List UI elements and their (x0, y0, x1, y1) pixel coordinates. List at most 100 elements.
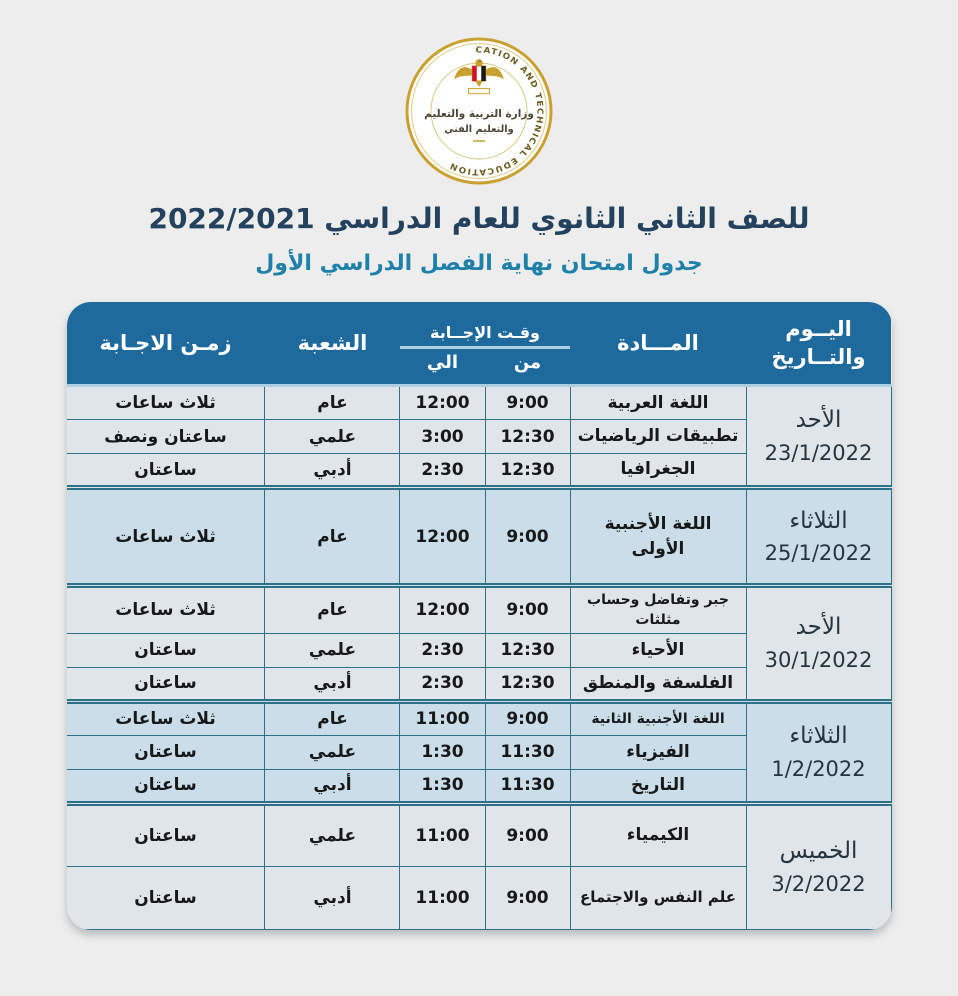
subject-cell: جبر وتفاضل وحساب مثلثات (569, 583, 747, 634)
duration-cell: ساعتان (66, 632, 266, 668)
day-name: الثلاثاء (789, 723, 848, 750)
day-date-cell: الثلاثاء 1/2/2022 (745, 698, 892, 804)
ministry-logo: MINISTRY OF EDUCATION AND TECHNICAL EDUC… (399, 28, 554, 186)
seal-arabic-line1: وزارة التربية والتعليم (424, 108, 534, 120)
day-name: الخميس (779, 838, 858, 865)
table-row: الأحد 23/1/2022 اللغة العربية 9:00 12:00… (66, 385, 892, 488)
header-day-line2: والتــاريخ (771, 345, 866, 369)
duration-cell: ساعتان (66, 734, 266, 770)
header-day-line1: اليــوم (785, 316, 852, 341)
time-from-cell: 9:00 (484, 698, 571, 736)
subject-cell: الأحياء (569, 632, 747, 668)
duration-cell: ساعتان ونصف (66, 419, 266, 454)
table-row: الثلاثاء 1/2/2022 اللغة الأجنبية الثانية… (66, 698, 892, 804)
time-from-cell: 9:00 (484, 865, 571, 930)
day-date-cell: الأحد 30/1/2022 (745, 583, 892, 702)
table-row: التاريخ 11:30 1:30 أدبي ساعتان (66, 768, 892, 804)
section-cell: أدبي (264, 865, 401, 930)
time-to-cell: 11:00 (399, 865, 486, 930)
duration-cell: ثلاث ساعات (66, 698, 266, 736)
header-answer-time: وقـت الإجــابة (399, 302, 570, 349)
table-row: الأحياء 12:30 2:30 علمي ساعتان (66, 632, 892, 668)
time-to-cell: 1:30 (399, 768, 486, 804)
time-from-cell: 9:00 (484, 385, 571, 420)
subject-cell: اللغة الأجنبية الأولى (569, 485, 747, 586)
day-name: الأحد (795, 614, 842, 641)
duration-cell: ساعتان (66, 768, 266, 804)
day-date-cell: الخميس 3/2/2022 (745, 800, 892, 930)
day-date-cell: الأحد 23/1/2022 (745, 385, 892, 488)
subject-cell: اللغة العربية (569, 385, 747, 420)
seal-ring-inner-edge (410, 42, 548, 180)
section-cell: علمي (264, 800, 401, 867)
subject-cell: التاريخ (569, 768, 747, 804)
eagle-emblem-icon (454, 59, 504, 95)
section-cell: علمي (264, 632, 401, 668)
time-from-cell: 12:30 (484, 666, 571, 702)
header-subject: المـــادة (570, 302, 746, 387)
subject-cell: الفيزياء (569, 734, 747, 770)
duration-cell: ساعتان (66, 865, 266, 930)
header-duration: زمـن الاجـابة (66, 302, 265, 387)
section-cell: عام (264, 698, 401, 736)
time-to-cell: 12:00 (399, 485, 486, 586)
section-cell: أدبي (264, 768, 401, 804)
section-cell: عام (264, 583, 401, 634)
schedule-table-container: اليــوم والتــاريخ المـــادة وقـت الإجــ… (66, 302, 892, 930)
day-date: 1/2/2022 (771, 756, 866, 781)
page-title: للصف الثاني الثانوي للعام الدراسي 2022/2… (148, 202, 810, 235)
time-from-cell: 11:30 (484, 768, 571, 804)
time-to-cell: 1:30 (399, 734, 486, 770)
day-date: 30/1/2022 (764, 647, 873, 672)
time-from-cell: 9:00 (484, 800, 571, 867)
day-date-cell: الثلاثاء 25/1/2022 (745, 485, 892, 586)
table-body: الأحد 23/1/2022 اللغة العربية 9:00 12:00… (66, 385, 892, 930)
day-name: الثلاثاء (789, 507, 848, 534)
table-row: الثلاثاء 25/1/2022 اللغة الأجنبية الأولى… (66, 485, 892, 586)
day-date: 23/1/2022 (764, 440, 873, 465)
duration-cell: ثلاث ساعات (66, 385, 266, 420)
subject-cell: تطبيقات الرياضيات (569, 419, 747, 454)
time-from-cell: 9:00 (484, 485, 571, 586)
duration-cell: ثلاث ساعات (66, 485, 266, 586)
table-row: تطبيقات الرياضيات 12:30 3:00 علمي ساعتان… (66, 419, 892, 454)
subject-cell: الكيمياء (569, 800, 747, 867)
duration-cell: ساعتان (66, 453, 266, 488)
duration-cell: ساعتان (66, 800, 266, 867)
section-cell: عام (264, 385, 401, 420)
time-to-cell: 12:00 (399, 385, 486, 420)
section-cell: علمي (264, 419, 401, 454)
subject-cell: اللغة الأجنبية الثانية (569, 698, 747, 736)
time-from-cell: 11:30 (484, 734, 571, 770)
header-section: الشعبة (264, 302, 400, 387)
seal-arabic-line2: والتعليم الفني (444, 124, 513, 135)
subject-cell: علم النفس والاجتماع (569, 865, 747, 930)
header-day-date: اليــوم والتــاريخ (746, 302, 891, 387)
time-from-cell: 9:00 (484, 583, 571, 634)
section-cell: أدبي (264, 666, 401, 702)
time-from-cell: 12:30 (484, 632, 571, 668)
header-time-from: من (485, 346, 570, 387)
subject-cell: الجغرافيا (569, 453, 747, 488)
section-cell: عام (264, 485, 401, 586)
section-cell: علمي (264, 734, 401, 770)
seal-outer-ring (405, 37, 553, 185)
time-to-cell: 2:30 (399, 453, 486, 488)
time-to-cell: 11:00 (399, 698, 486, 736)
time-to-cell: 12:00 (399, 583, 486, 634)
ministry-seal-icon: MINISTRY OF EDUCATION AND TECHNICAL EDUC… (399, 28, 553, 185)
table-row: الخميس 3/2/2022 الكيمياء 9:00 11:00 علمي… (66, 800, 892, 930)
table-row: علم النفس والاجتماع 9:00 11:00 أدبي ساعت… (66, 865, 892, 930)
time-to-cell: 2:30 (399, 632, 486, 668)
exam-schedule-table: اليــوم والتــاريخ المـــادة وقـت الإجــ… (66, 302, 892, 930)
duration-cell: ساعتان (66, 666, 266, 702)
day-name: الأحد (795, 407, 842, 433)
duration-cell: ثلاث ساعات (66, 583, 266, 634)
time-from-cell: 12:30 (484, 453, 571, 488)
page: MINISTRY OF EDUCATION AND TECHNICAL EDUC… (0, 28, 958, 996)
time-from-cell: 12:30 (484, 419, 571, 454)
time-to-cell: 3:00 (399, 419, 486, 454)
table-row: الأحد 30/1/2022 جبر وتفاضل وحساب مثلثات … (66, 583, 892, 702)
table-row: الفلسفة والمنطق 12:30 2:30 أدبي ساعتان (66, 666, 892, 702)
header-time-to: الي (399, 346, 485, 387)
